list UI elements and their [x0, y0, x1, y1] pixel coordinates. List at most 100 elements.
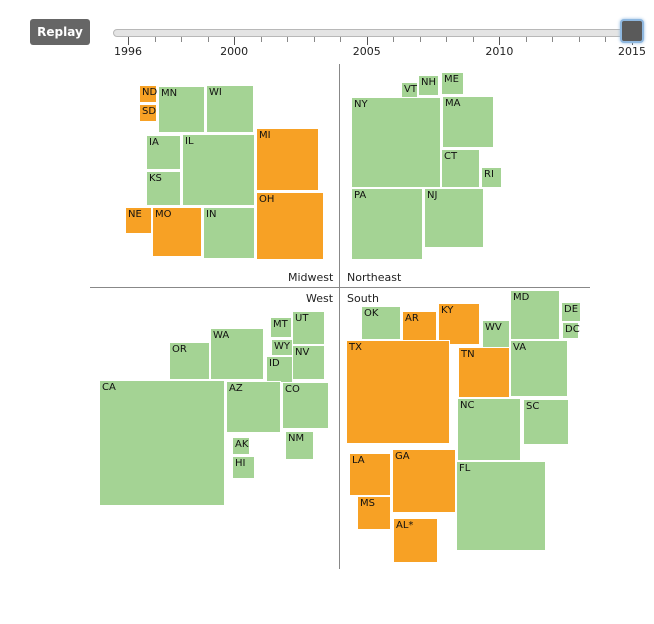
state-label-nv: NV: [295, 347, 310, 358]
state-rect-ks[interactable]: KS: [146, 171, 181, 206]
state-rect-ms[interactable]: MS: [357, 496, 391, 530]
state-rect-id[interactable]: ID: [266, 356, 293, 383]
state-rect-wy[interactable]: WY: [271, 339, 293, 356]
state-rect-me[interactable]: ME: [441, 72, 464, 95]
state-rect-mo[interactable]: MO: [152, 207, 202, 257]
state-rect-hi[interactable]: HI: [232, 456, 255, 479]
state-label-dc: DC: [565, 324, 580, 335]
year-tick-label-2010: 2010: [485, 45, 514, 58]
year-tick-2002: [287, 37, 289, 42]
state-rect-nc[interactable]: NC: [457, 398, 521, 461]
year-tick-2007: [419, 37, 421, 42]
state-rect-tx[interactable]: TX: [346, 340, 450, 444]
state-label-vt: VT: [404, 84, 417, 95]
state-rect-ky[interactable]: KY: [438, 303, 480, 345]
state-label-tn: TN: [461, 349, 475, 360]
year-tick-label-2015: 2015: [618, 45, 646, 58]
replay-button[interactable]: Replay: [30, 19, 90, 45]
state-rect-ca[interactable]: CA: [99, 380, 225, 506]
state-rect-la[interactable]: LA: [349, 453, 391, 496]
state-label-mn: MN: [161, 88, 178, 99]
state-rect-ga[interactable]: GA: [392, 449, 456, 513]
year-tick-2000: [234, 37, 236, 45]
state-rect-il[interactable]: IL: [182, 134, 255, 206]
state-label-in: IN: [206, 209, 217, 220]
year-tick-label-2005: 2005: [352, 45, 381, 58]
state-rect-wv[interactable]: WV: [482, 320, 510, 348]
state-rect-nm[interactable]: NM: [285, 431, 314, 460]
state-label-mt: MT: [273, 319, 288, 330]
year-tick-label-1996: 1996: [114, 45, 142, 58]
state-rect-or[interactable]: OR: [169, 342, 210, 380]
state-rect-oh[interactable]: OH: [256, 192, 324, 260]
state-rect-ar[interactable]: AR: [402, 311, 437, 341]
state-rect-va[interactable]: VA: [510, 340, 568, 397]
state-rect-sd[interactable]: SD: [139, 104, 157, 122]
state-label-id: ID: [269, 358, 280, 369]
state-label-ct: CT: [444, 151, 458, 162]
state-rect-wi[interactable]: WI: [206, 85, 254, 133]
state-rect-nh[interactable]: NH: [418, 75, 439, 96]
state-label-md: MD: [513, 292, 530, 303]
state-rect-ct[interactable]: CT: [441, 149, 480, 188]
state-rect-al[interactable]: AL*: [393, 518, 438, 563]
state-label-ak: AK: [235, 439, 249, 450]
state-label-az: AZ: [229, 383, 243, 394]
state-label-al: AL*: [396, 520, 414, 531]
state-rect-mt[interactable]: MT: [270, 317, 292, 338]
year-tick-2008: [446, 37, 448, 42]
state-label-wy: WY: [274, 341, 290, 352]
state-rect-ut[interactable]: UT: [292, 311, 325, 345]
state-label-wi: WI: [209, 87, 222, 98]
state-rect-sc[interactable]: SC: [523, 399, 569, 445]
state-label-ky: KY: [441, 305, 454, 316]
state-rect-ne[interactable]: NE: [125, 207, 152, 234]
state-rect-ny[interactable]: NY: [351, 97, 441, 188]
state-rect-md[interactable]: MD: [510, 290, 560, 340]
state-rect-in[interactable]: IN: [203, 207, 255, 259]
state-rect-co[interactable]: CO: [282, 382, 329, 429]
state-label-wa: WA: [213, 330, 230, 341]
vertical-divider: [339, 64, 340, 569]
year-tick-2011: [525, 37, 527, 42]
state-rect-nv[interactable]: NV: [292, 345, 325, 380]
state-rect-ma[interactable]: MA: [442, 96, 494, 148]
state-rect-mi[interactable]: MI: [256, 128, 319, 191]
year-tick-1999: [207, 37, 209, 42]
state-rect-nd[interactable]: ND: [139, 85, 157, 103]
year-tick-1998: [181, 37, 183, 42]
state-label-ca: CA: [102, 382, 116, 393]
state-label-oh: OH: [259, 194, 275, 205]
state-rect-ia[interactable]: IA: [146, 135, 181, 170]
state-rect-wa[interactable]: WA: [210, 328, 264, 380]
state-rect-tn[interactable]: TN: [458, 347, 510, 398]
year-tick-2009: [472, 37, 474, 42]
state-rect-nj[interactable]: NJ: [424, 188, 484, 248]
state-rect-az[interactable]: AZ: [226, 381, 281, 433]
state-rect-dc[interactable]: DC: [562, 322, 580, 339]
state-rect-ok[interactable]: OK: [361, 306, 401, 340]
state-rect-de[interactable]: DE: [561, 302, 581, 322]
horizontal-divider: [90, 287, 590, 288]
state-label-ma: MA: [445, 98, 461, 109]
state-rect-ri[interactable]: RI: [481, 167, 502, 188]
state-label-ms: MS: [360, 498, 375, 509]
year-tick-1996: [128, 37, 129, 45]
year-slider-track[interactable]: [113, 29, 636, 37]
region-label-south: South: [347, 292, 379, 305]
state-label-nm: NM: [288, 433, 305, 444]
state-label-co: CO: [285, 384, 300, 395]
year-slider-handle[interactable]: [620, 19, 644, 43]
state-rect-pa[interactable]: PA: [351, 188, 423, 260]
state-label-ne: NE: [128, 209, 142, 220]
state-rect-ak[interactable]: AK: [232, 437, 250, 455]
year-tick-2001: [260, 37, 262, 42]
state-label-ok: OK: [364, 308, 379, 319]
year-tick-2003: [313, 37, 315, 42]
state-rect-fl[interactable]: FL: [456, 461, 546, 551]
state-label-ar: AR: [405, 313, 419, 324]
state-label-ri: RI: [484, 169, 494, 180]
year-tick-1997: [154, 37, 156, 42]
state-rect-mn[interactable]: MN: [158, 86, 205, 133]
year-tick-2013: [578, 37, 580, 42]
